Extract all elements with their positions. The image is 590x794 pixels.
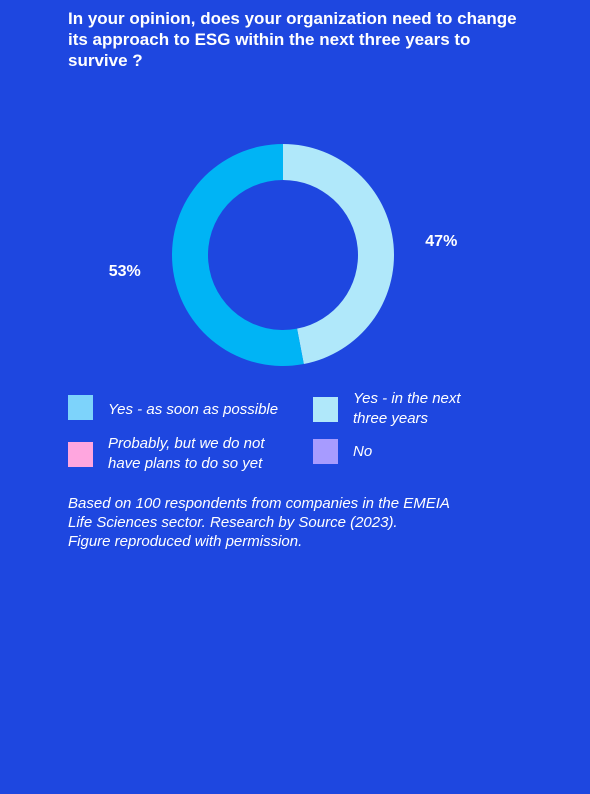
legend-label: No: [353, 442, 373, 460]
donut-chart: 47% 53%: [109, 144, 457, 366]
legend-item-yes-next-three-years: Yes - in the next three years: [313, 389, 488, 429]
donut-slice: [283, 144, 394, 365]
legend-item-probably: Probably, but we do not have plans to do…: [68, 434, 298, 474]
chart-title: In your opinion, does your organization …: [68, 9, 517, 70]
donut-slice: [172, 144, 304, 366]
legend-swatch: [313, 396, 338, 422]
slice-value-label: 53%: [109, 263, 141, 280]
source-note: Based on 100 respondents from companies …: [68, 494, 538, 551]
legend-item-no: No: [313, 439, 543, 464]
legend-swatch: [68, 394, 93, 420]
legend-label: Yes - in the next three years: [353, 390, 461, 427]
source-note-line: Based on 100 respondents from companies …: [68, 495, 450, 512]
legend-swatch: [68, 441, 93, 467]
legend-label: Yes - as soon as possible: [108, 401, 279, 418]
legend-item-yes-asap: Yes - as soon as possible: [68, 394, 298, 420]
legend-label: Probably, but we do not have plans to do…: [108, 435, 265, 472]
legend-swatch: [313, 439, 338, 464]
source-note-line: Figure reproduced with permission.: [68, 533, 303, 550]
source-note-line: Life Sciences sector. Research by Source…: [68, 514, 398, 531]
slice-value-label: 47%: [425, 233, 457, 250]
